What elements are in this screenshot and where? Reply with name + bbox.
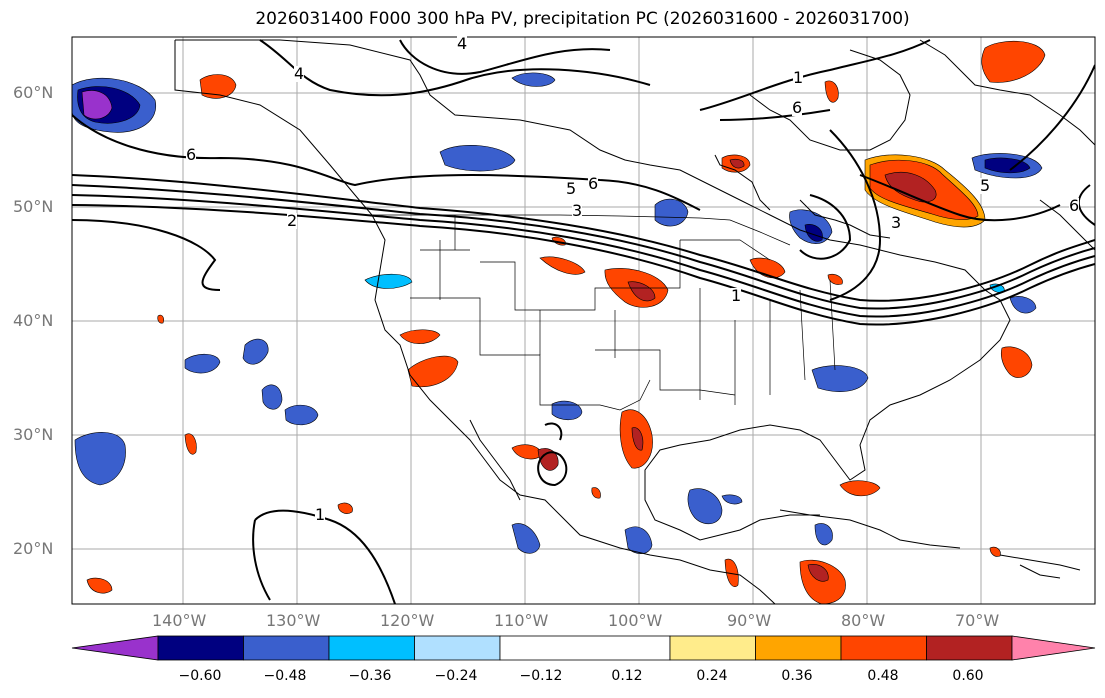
- lon-label-100w: 100°W: [608, 611, 662, 630]
- precip-blob: [722, 495, 742, 504]
- lon-label-130w: 130°W: [266, 611, 320, 630]
- colorbar-low-extend: [72, 636, 158, 660]
- pv-label: 1: [731, 288, 741, 304]
- pv-label: 2: [287, 213, 297, 229]
- colorbar-tick-label: −0.48: [264, 668, 307, 684]
- precip-blob: [592, 488, 601, 499]
- precip-blob: [655, 199, 688, 226]
- pv-label: 5: [980, 178, 990, 194]
- colorbar-segment: [329, 636, 415, 660]
- colorbar: [72, 636, 1095, 660]
- coastlines: [175, 40, 1095, 604]
- precip-blob: [87, 578, 112, 593]
- lon-label-70w: 70°W: [955, 611, 999, 630]
- pv-label: 4: [457, 36, 467, 52]
- precip-blob: [400, 330, 440, 344]
- precip-blob: [440, 145, 515, 171]
- lat-label-40n: 40°N: [13, 311, 53, 330]
- precip-blob: [338, 503, 353, 514]
- colorbar-tick-label: −0.12: [520, 668, 563, 684]
- colorbar-segment: [158, 636, 244, 660]
- precip-blob: [815, 523, 833, 545]
- colorbar-segment: [670, 636, 756, 660]
- pv-label: 1: [793, 70, 803, 86]
- precip-blob: [1001, 347, 1032, 378]
- precip-blob: [688, 489, 722, 524]
- precip-blob: [812, 366, 868, 392]
- colorbar-tick-label: 0.12: [611, 668, 642, 684]
- pv-label: 6: [792, 100, 802, 116]
- colorbar-tick-label: −0.60: [179, 668, 222, 684]
- precip-blob: [243, 339, 268, 364]
- precip-blob: [825, 81, 838, 102]
- precip-blob: [512, 445, 542, 459]
- precip-blob: [365, 274, 412, 288]
- precip-negative-areas: [72, 73, 1042, 554]
- precip-blob: [800, 560, 846, 604]
- pv-label: 4: [294, 66, 304, 82]
- lon-label-110w: 110°W: [494, 611, 548, 630]
- colorbar-tick-label: 0.48: [867, 668, 898, 684]
- precip-blob: [185, 354, 220, 373]
- pv-contours: [72, 40, 1095, 604]
- precip-blob: [1010, 296, 1036, 313]
- colorbar-segment: [756, 636, 842, 660]
- precip-blob: [185, 434, 196, 455]
- precip-blob: [982, 41, 1045, 82]
- lon-label-140w: 140°W: [152, 611, 206, 630]
- colorbar-segment: [927, 636, 1013, 660]
- colorbar-high-extend: [1012, 636, 1095, 660]
- colorbar-segment: [841, 636, 927, 660]
- lat-label-50n: 50°N: [13, 197, 53, 216]
- colorbar-segment: [500, 636, 670, 660]
- colorbar-tick-label: 0.36: [781, 668, 812, 684]
- pv-label: 3: [572, 203, 582, 219]
- colorbar-segment: [415, 636, 501, 660]
- graticule: [72, 37, 1095, 604]
- precip-blob: [840, 481, 880, 496]
- lon-label-90w: 90°W: [727, 611, 771, 630]
- colorbar-tick-label: −0.24: [435, 668, 478, 684]
- lon-label-120w: 120°W: [380, 611, 434, 630]
- pv-label: 3: [891, 215, 901, 231]
- lat-label-20n: 20°N: [13, 539, 53, 558]
- colorbar-segment: [244, 636, 330, 660]
- precip-blob: [512, 73, 555, 87]
- colorbar-tick-label: −0.36: [349, 668, 392, 684]
- pv-label: 6: [1069, 198, 1079, 214]
- pv-label: 1: [315, 507, 325, 523]
- pv-label: 6: [186, 147, 196, 163]
- precip-blob: [285, 405, 318, 425]
- precip-blob: [158, 315, 164, 323]
- colorbar-tick-label: 0.60: [952, 668, 983, 684]
- precip-blob: [540, 257, 585, 274]
- pv-label: 5: [566, 181, 576, 197]
- pv-label: 6: [588, 176, 598, 192]
- lat-label-30n: 30°N: [13, 425, 53, 444]
- precip-blob: [552, 401, 582, 420]
- precip-blob: [262, 385, 282, 409]
- lon-label-80w: 80°W: [841, 611, 885, 630]
- precip-blob: [75, 432, 126, 485]
- colorbar-tick-label: 0.24: [696, 668, 727, 684]
- lat-label-60n: 60°N: [13, 83, 53, 102]
